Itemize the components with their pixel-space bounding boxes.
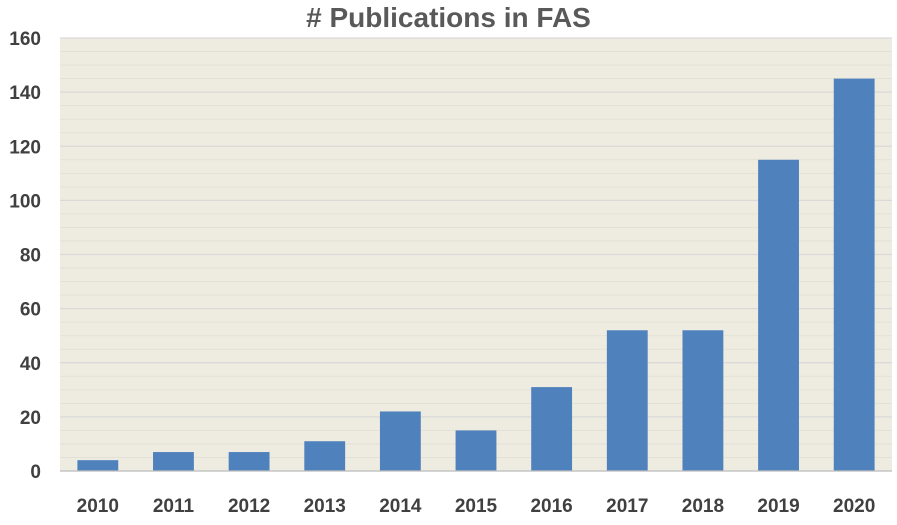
bar [379, 411, 421, 471]
y-tick-label: 20 [20, 408, 41, 429]
x-tick-label: 2011 [153, 496, 195, 517]
bar [304, 441, 346, 471]
bar [77, 460, 119, 471]
x-tick-label: 2013 [304, 496, 346, 517]
x-tick-label: 2010 [77, 496, 119, 517]
chart-title: # Publications in FAS [306, 2, 591, 33]
bar [833, 78, 875, 471]
y-tick-label: 80 [20, 246, 41, 267]
bar [455, 430, 497, 471]
y-tick-label: 160 [9, 29, 41, 50]
y-tick-label: 120 [9, 137, 41, 158]
y-tick-label: 40 [20, 354, 41, 375]
y-tick-label: 100 [9, 191, 41, 212]
y-tick-label: 0 [30, 462, 41, 483]
x-tick-label: 2020 [833, 496, 875, 517]
x-tick-label: 2014 [379, 496, 422, 517]
x-tick-label: 2016 [530, 496, 572, 517]
x-tick-label: 2017 [606, 496, 648, 517]
x-tick-label: 2018 [682, 496, 724, 517]
bar [531, 387, 573, 471]
bar [606, 330, 648, 471]
y-tick-label: 60 [20, 300, 41, 321]
x-tick-label: 2015 [455, 496, 498, 517]
bar [682, 330, 724, 471]
y-tick-label: 140 [9, 83, 41, 104]
x-tick-label: 2019 [757, 496, 799, 517]
bar [153, 452, 194, 471]
bar [758, 159, 799, 471]
bar [228, 452, 270, 471]
x-tick-label: 2012 [228, 496, 270, 517]
